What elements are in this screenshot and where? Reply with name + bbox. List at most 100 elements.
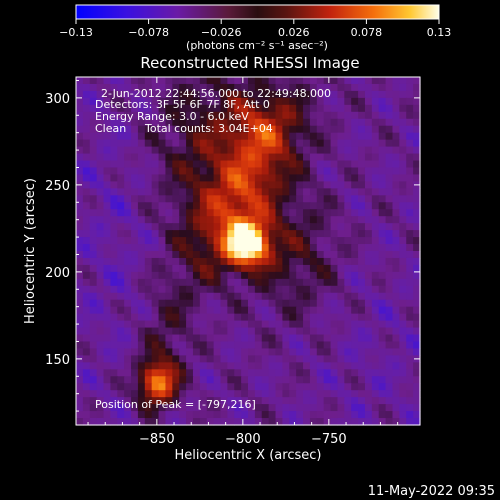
heatmap-cell (309, 153, 318, 162)
heatmap-cell (275, 188, 283, 196)
heatmap-cell (309, 390, 318, 398)
heatmap-cell (316, 90, 325, 99)
heatmap-cell (234, 362, 242, 370)
heatmap-cell (192, 216, 201, 224)
heatmap-cell (371, 237, 380, 245)
heatmap-cell (220, 111, 228, 120)
heatmap-cell (124, 223, 132, 231)
heatmap-cell (206, 264, 215, 273)
heatmap-cell (316, 132, 325, 141)
heatmap-cell (303, 174, 311, 182)
heatmap-cell (399, 383, 407, 391)
heatmap-cell (330, 125, 339, 134)
heatmap-cell (110, 251, 118, 259)
heatmap-cell (385, 251, 394, 259)
heatmap-cell (186, 376, 194, 384)
heatmap-cell (241, 320, 249, 329)
heatmap-cell (227, 132, 235, 141)
heatmap-cell (165, 90, 173, 99)
heatmap-cell (158, 292, 167, 301)
heatmap-cell (296, 160, 304, 169)
heatmap-cell (96, 383, 105, 391)
heatmap-cell (117, 369, 125, 377)
heatmap-cell (241, 118, 249, 127)
heatmap-cell (261, 376, 270, 384)
heatmap-cell (241, 299, 249, 308)
heatmap-cell (213, 376, 222, 384)
heatmap-cell (399, 320, 407, 329)
heatmap-cell (103, 404, 111, 412)
heatmap-cell (303, 390, 311, 398)
heatmap-cell (261, 348, 270, 356)
heatmap-cell (248, 223, 256, 231)
heatmap-cell (323, 411, 332, 419)
heatmap-cell (358, 118, 366, 127)
heatmap-cell (261, 230, 270, 238)
heatmap-cell (110, 271, 118, 280)
heatmap-cell (275, 348, 283, 356)
heatmap-cell (179, 334, 187, 343)
heatmap-cell (289, 230, 297, 238)
heatmap-cell (76, 285, 84, 294)
heatmap-cell (110, 355, 118, 363)
heatmap-cell (303, 334, 311, 343)
heatmap-cell (234, 104, 242, 113)
heatmap-cell (76, 83, 84, 92)
heatmap-cell (254, 320, 263, 329)
heatmap-cell (234, 97, 242, 106)
heatmap-cell (406, 125, 414, 134)
heatmap-cell (158, 146, 167, 155)
heatmap-cell (124, 348, 132, 356)
heatmap-cell (137, 257, 146, 266)
heatmap-cell (103, 327, 111, 336)
heatmap-cell (268, 216, 277, 224)
heatmap-cell (344, 320, 352, 329)
heatmap-cell (213, 195, 222, 203)
heatmap-cell (131, 251, 139, 259)
heatmap-cell (344, 355, 352, 363)
heatmap-cell (364, 139, 373, 148)
heatmap-cell (282, 202, 290, 210)
heatmap-cell (289, 327, 297, 336)
heatmap-cell (337, 320, 345, 329)
heatmap-cell (364, 188, 373, 196)
heatmap-cell (289, 404, 297, 412)
heatmap-cell (227, 188, 235, 196)
heatmap-cell (351, 202, 359, 210)
heatmap-cell (165, 160, 173, 169)
heatmap-cell (248, 341, 256, 350)
heatmap-cell (309, 97, 318, 106)
heatmap-cell (220, 397, 228, 405)
heatmap-cell (344, 257, 352, 266)
heatmap-cell (137, 188, 146, 196)
heatmap-cell (89, 139, 98, 148)
heatmap-cell (364, 251, 373, 259)
heatmap-cell (76, 257, 84, 266)
heatmap-cell (378, 390, 387, 398)
heatmap-cell (131, 327, 139, 336)
heatmap-cell (220, 285, 228, 294)
heatmap-cell (172, 174, 180, 182)
heatmap-cell (124, 77, 132, 85)
heatmap-cell (103, 216, 111, 224)
heatmap-cell (268, 306, 277, 315)
heatmap-cell (392, 299, 400, 308)
heatmap-cell (165, 202, 173, 210)
heatmap-cell (351, 355, 359, 363)
heatmap-cell (82, 383, 91, 391)
heatmap-cell (406, 83, 414, 92)
heatmap-cell (275, 264, 283, 273)
heatmap-cell (192, 383, 201, 391)
heatmap-cell (371, 257, 380, 266)
heatmap-cell (303, 355, 311, 363)
heatmap-cell (392, 209, 400, 217)
heatmap-cell (82, 404, 91, 412)
heatmap-cell (248, 104, 256, 113)
heatmap-cell (358, 418, 366, 426)
heatmap-cell (275, 83, 283, 92)
heatmap-cell (234, 90, 242, 99)
heatmap-cell (206, 348, 215, 356)
heatmap-cell (371, 160, 380, 169)
heatmap-cell (303, 306, 311, 315)
